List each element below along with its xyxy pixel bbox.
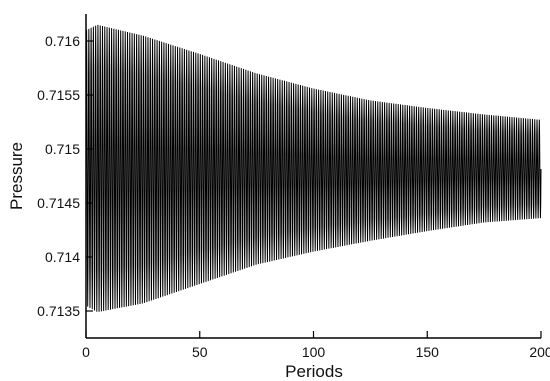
x-tick-label: 150	[416, 344, 440, 360]
x-tick-label: 50	[192, 344, 208, 360]
y-tick-label: 0.7155	[37, 87, 80, 103]
y-tick-label: 0.7135	[37, 303, 80, 319]
y-tick-label: 0.715	[45, 141, 80, 157]
x-axis-title: Periods	[285, 362, 343, 381]
plot-area	[85, 24, 542, 312]
y-tick-label: 0.7145	[37, 195, 80, 211]
x-tick-label: 0	[82, 344, 90, 360]
y-axis-title: Pressure	[7, 142, 26, 210]
pressure-series-line	[85, 24, 542, 312]
y-tick-label: 0.716	[45, 33, 80, 49]
x-tick-label: 200	[529, 344, 550, 360]
y-axis-ticks: 0.7135 0.714 0.7145 0.715 0.7155 0.716	[37, 33, 93, 319]
x-tick-label: 100	[302, 344, 326, 360]
y-tick-label: 0.714	[45, 249, 80, 265]
x-axis-ticks: 0 50 100 150 200	[82, 331, 550, 360]
